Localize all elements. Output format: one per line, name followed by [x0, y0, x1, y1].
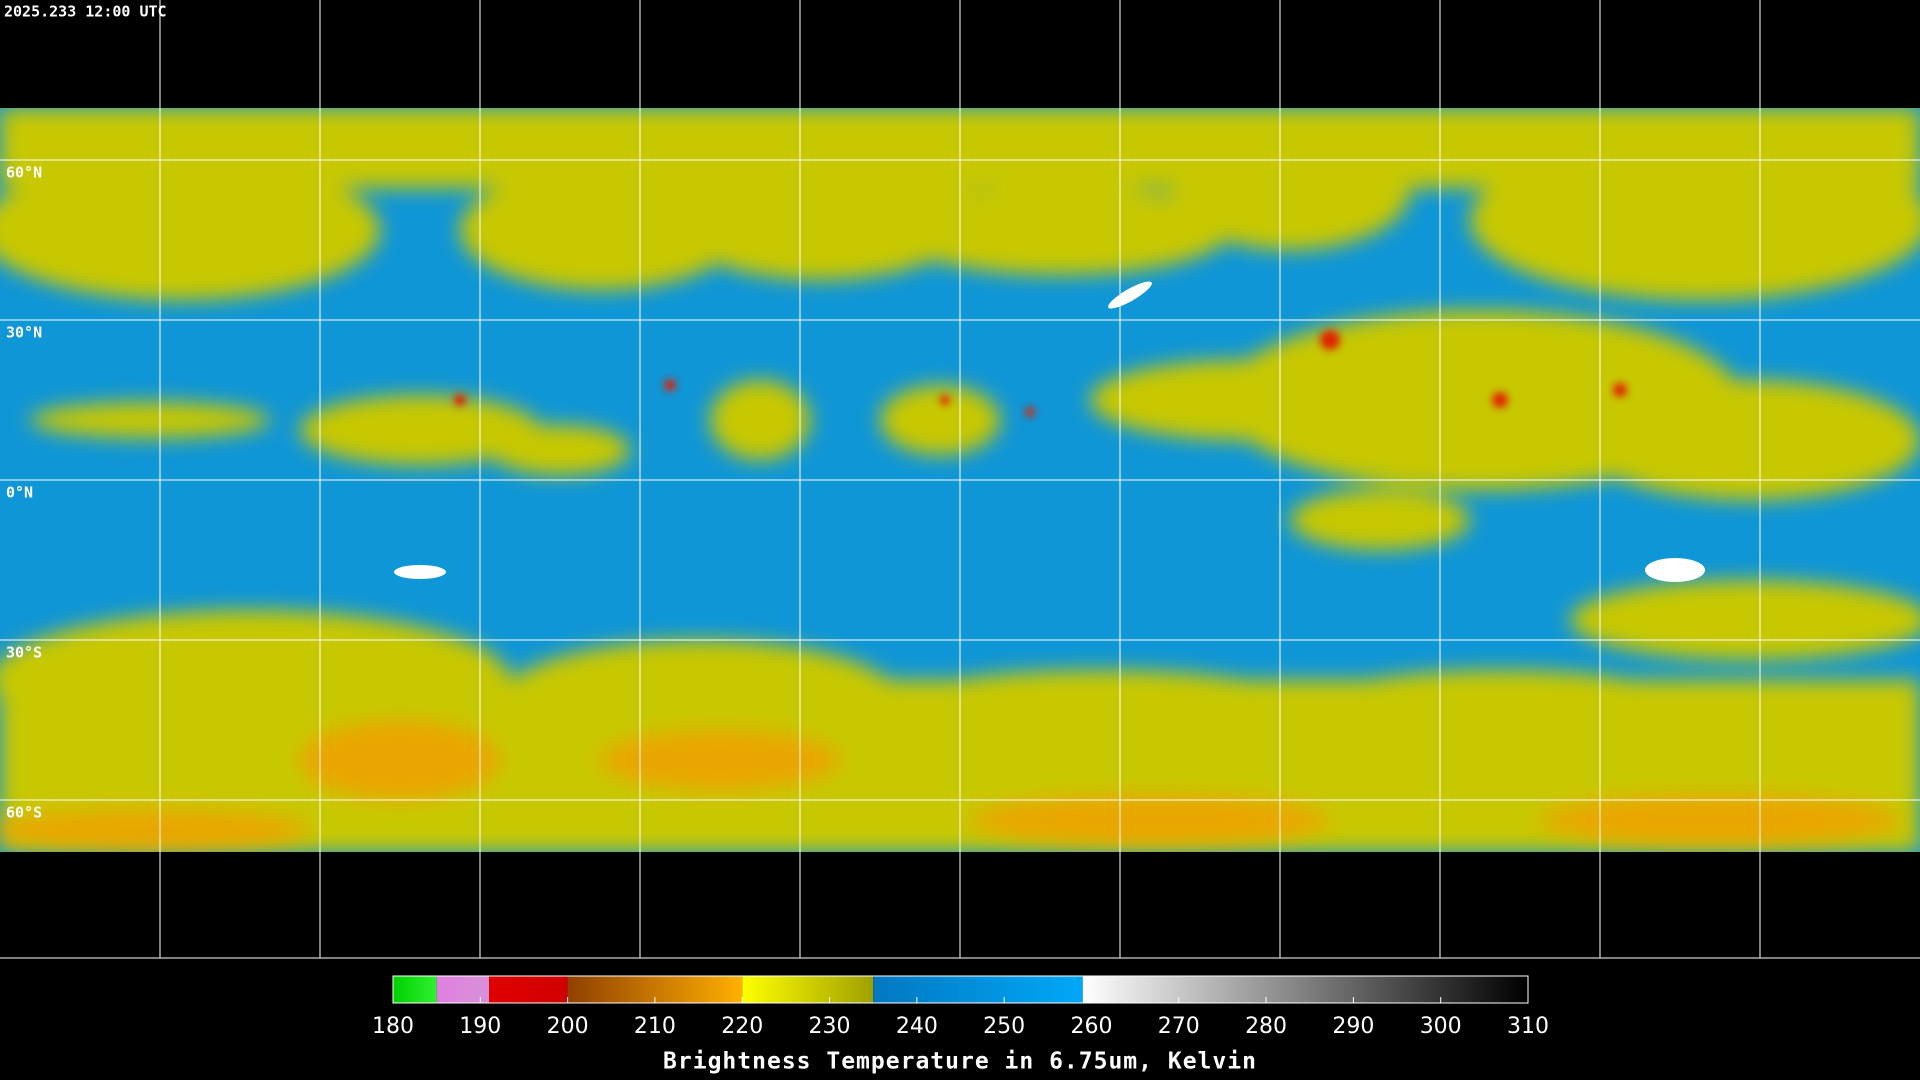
- colorbar-segment: [393, 976, 437, 1003]
- colorbar-tick-label: 290: [1332, 1014, 1374, 1039]
- lat-label: 0°N: [6, 484, 33, 502]
- colorbar-label: Brightness Temperature in 6.75um, Kelvin: [663, 1049, 1257, 1075]
- graticule: [0, 0, 1920, 959]
- colorbar-tick-label: 180: [372, 1014, 414, 1039]
- colorbar: 180 190 200 210 220 230 240 250 260 270 280 290 300 3…: [372, 975, 1549, 1039]
- lat-labels: 60°N 30°N 0°N 30°S 60°S: [6, 164, 42, 822]
- lat-label: 30°N: [6, 324, 42, 342]
- colorbar-tick-label: 200: [547, 1014, 589, 1039]
- colorbar-tick-label: 310: [1507, 1014, 1549, 1039]
- lat-label: 60°N: [6, 164, 42, 182]
- dry-spots: [394, 281, 1705, 582]
- convective-cores: [454, 330, 1627, 417]
- lat-label: 60°S: [6, 804, 42, 822]
- colorbar-tick-label: 280: [1245, 1014, 1287, 1039]
- colorbar-segment: [1082, 976, 1528, 1003]
- colorbar-tick-label: 300: [1420, 1014, 1462, 1039]
- colorbar-tick-label: 220: [721, 1014, 763, 1039]
- lat-label: 30°S: [6, 644, 42, 662]
- colorbar-tick-label: 240: [896, 1014, 938, 1039]
- colorbar-segment: [742, 976, 874, 1003]
- colorbar-tick-label: 250: [983, 1014, 1025, 1039]
- timestamp: 2025.233 12:00 UTC: [4, 3, 167, 21]
- colorbar-tick-label: 210: [634, 1014, 676, 1039]
- cold-regions: [0, 720, 1900, 850]
- colorbar-segment: [436, 976, 490, 1003]
- colorbar-frame: [392, 975, 1529, 1004]
- colorbar-segment: [489, 976, 568, 1003]
- colorbar-tick-label: 190: [459, 1014, 501, 1039]
- colorbar-tick-label: 260: [1070, 1014, 1112, 1039]
- colorbar-tick-label: 270: [1158, 1014, 1200, 1039]
- colorbar-tick-label: 230: [809, 1014, 851, 1039]
- colorbar-segment: [873, 976, 1083, 1003]
